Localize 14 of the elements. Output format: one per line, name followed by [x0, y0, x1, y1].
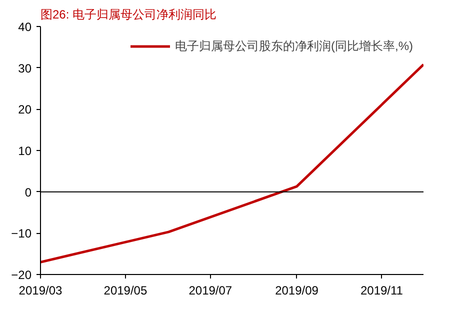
- x-tick-label: 2019/11: [360, 284, 404, 298]
- y-tick-label: 10: [18, 144, 32, 158]
- y-tick-label: 0: [24, 185, 32, 200]
- x-tick-label: 2019/09: [275, 284, 319, 298]
- y-tick-label: −20: [11, 268, 32, 282]
- y-tick-label: 40: [18, 20, 32, 34]
- x-tick-label: 2019/07: [188, 284, 232, 298]
- x-tick-label: 2019/03: [18, 284, 63, 298]
- chart-title: 图26: 电子归属母公司净利润同比: [40, 8, 217, 22]
- legend-label: 电子归属母公司股东的净利润(同比增长率,%): [175, 38, 413, 54]
- y-tick-label: 20: [18, 102, 32, 117]
- x-tick-label: 2019/05: [104, 284, 148, 298]
- y-tick-label: −10: [11, 226, 32, 241]
- y-tick-label: 30: [18, 61, 32, 76]
